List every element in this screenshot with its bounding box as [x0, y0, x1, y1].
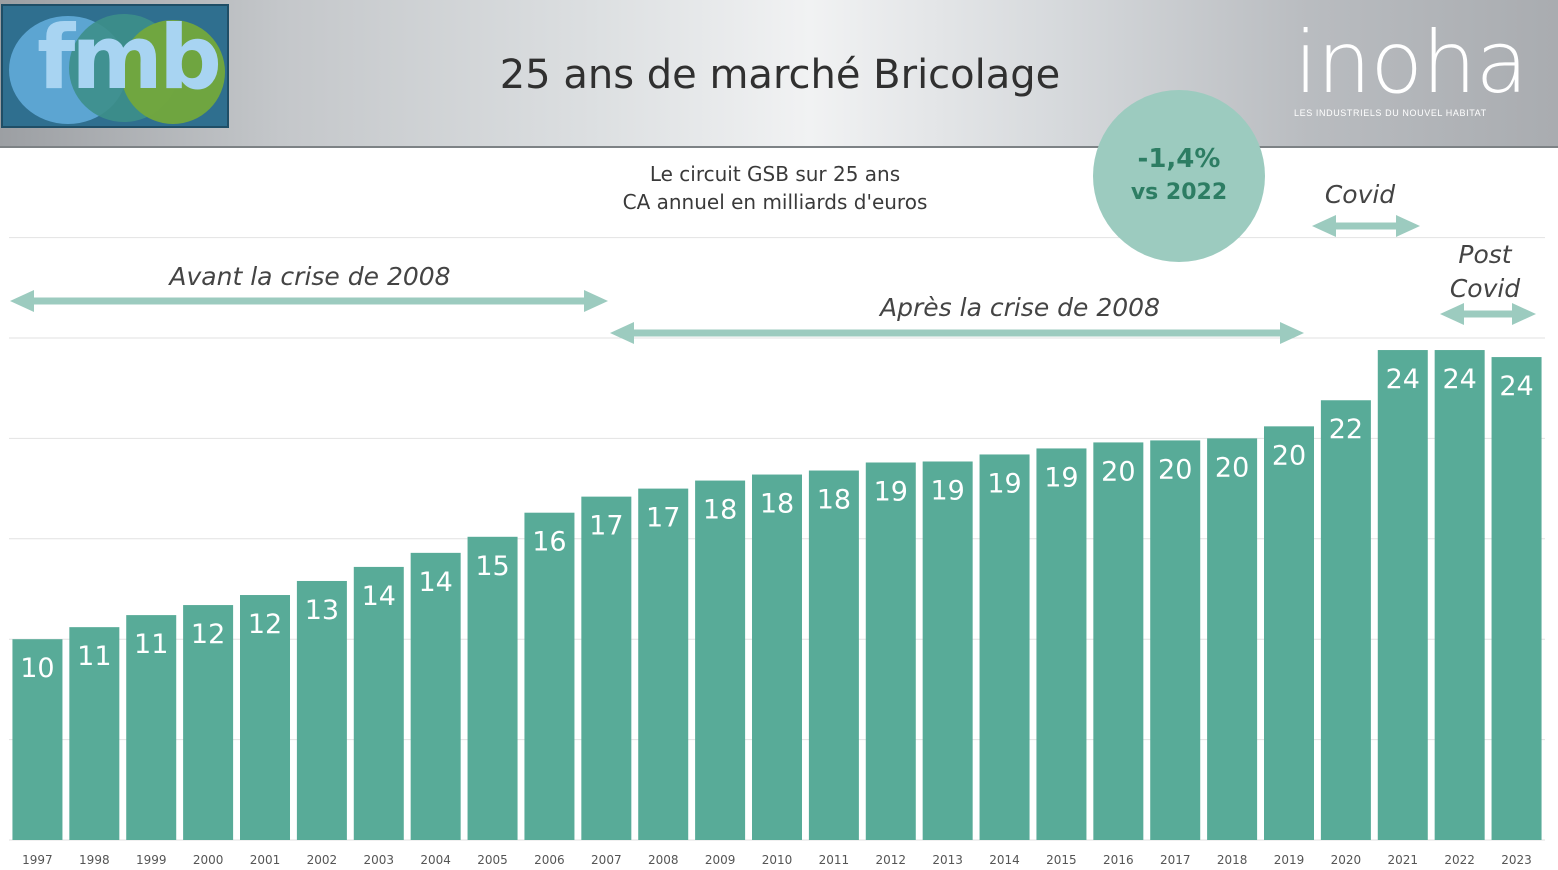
- chart-subtitle: Le circuit GSB sur 25 ans CA annuel en m…: [560, 160, 990, 216]
- x-tick-2023: 2023: [1501, 853, 1532, 867]
- bar-2016: [1093, 442, 1143, 840]
- x-tick-2002: 2002: [307, 853, 338, 867]
- annotation-covid: Covid: [1300, 180, 1420, 209]
- x-tick-2000: 2000: [193, 853, 224, 867]
- bar-value-label-2002: 13: [305, 595, 339, 626]
- x-tick-2022: 2022: [1444, 853, 1475, 867]
- bar-2018: [1207, 438, 1257, 840]
- bar-value-label-2007: 17: [589, 511, 623, 542]
- arrow-after-crisis: [610, 322, 1304, 344]
- x-tick-2019: 2019: [1274, 853, 1305, 867]
- arrow-before-crisis: [10, 290, 608, 312]
- bar-2009: [695, 481, 745, 840]
- x-tick-2016: 2016: [1103, 853, 1134, 867]
- bar-2015: [1036, 448, 1086, 840]
- x-tick-2008: 2008: [648, 853, 679, 867]
- x-tick-2003: 2003: [364, 853, 395, 867]
- bar-2014: [980, 454, 1030, 840]
- x-tick-2015: 2015: [1046, 853, 1077, 867]
- bar-value-label-2003: 14: [362, 581, 396, 612]
- bar-value-label-2004: 14: [418, 567, 452, 598]
- bar-value-label-2008: 17: [646, 503, 680, 534]
- change-badge-compare: vs 2022: [1093, 180, 1265, 205]
- bar-value-label-1997: 10: [20, 653, 54, 684]
- annotation-post-covid: Post Covid: [1430, 238, 1540, 306]
- bar-value-label-2019: 20: [1272, 440, 1306, 471]
- bar-value-label-2000: 12: [191, 619, 225, 650]
- bar-2007: [581, 497, 631, 840]
- x-tick-2001: 2001: [250, 853, 281, 867]
- x-tick-2013: 2013: [932, 853, 963, 867]
- annotation-after-crisis: Après la crise de 2008: [830, 293, 1210, 322]
- chart-subtitle-line1: Le circuit GSB sur 25 ans: [560, 160, 990, 188]
- x-tick-1999: 1999: [136, 853, 167, 867]
- x-tick-2006: 2006: [534, 853, 565, 867]
- bar-2019: [1264, 426, 1314, 840]
- bar-2005: [468, 537, 518, 840]
- x-tick-2014: 2014: [989, 853, 1020, 867]
- x-tick-2021: 2021: [1388, 853, 1419, 867]
- bar-2010: [752, 475, 802, 840]
- bar-value-label-2010: 18: [760, 489, 794, 520]
- bar-value-label-2006: 16: [532, 527, 566, 558]
- bar-2017: [1150, 440, 1200, 840]
- arrow-covid: [1312, 215, 1420, 237]
- annotation-post-covid-line1: Post: [1430, 238, 1540, 272]
- x-tick-2004: 2004: [420, 853, 451, 867]
- change-badge-value: -1,4%: [1093, 144, 1265, 174]
- arrow-post-covid: [1440, 303, 1536, 325]
- x-tick-2010: 2010: [762, 853, 793, 867]
- annotation-before-crisis: Avant la crise de 2008: [120, 262, 500, 291]
- bar-2023: [1492, 357, 1542, 840]
- bar-value-label-2020: 22: [1329, 414, 1363, 445]
- bar-2013: [923, 461, 973, 840]
- bar-2008: [638, 489, 688, 840]
- bar-value-label-1998: 11: [77, 641, 111, 672]
- bar-value-label-2013: 19: [930, 475, 964, 506]
- annotation-post-covid-line2: Covid: [1430, 272, 1540, 306]
- bar-value-label-2017: 20: [1158, 454, 1192, 485]
- bar-2012: [866, 462, 916, 840]
- bar-value-label-2018: 20: [1215, 452, 1249, 483]
- bar-value-label-2023: 24: [1499, 371, 1533, 402]
- x-tick-2017: 2017: [1160, 853, 1191, 867]
- bar-value-label-2021: 24: [1386, 364, 1420, 395]
- x-tick-2011: 2011: [819, 853, 850, 867]
- bar-2021: [1378, 350, 1428, 840]
- bar-value-label-2011: 18: [817, 485, 851, 516]
- change-badge: -1,4% vs 2022: [1093, 90, 1265, 262]
- x-tick-1997: 1997: [22, 853, 53, 867]
- x-tick-2012: 2012: [876, 853, 907, 867]
- bar-value-label-2005: 15: [475, 551, 509, 582]
- bar-value-label-2012: 19: [874, 476, 908, 507]
- bar-value-label-1999: 11: [134, 629, 168, 660]
- bar-2020: [1321, 400, 1371, 840]
- bar-value-label-2001: 12: [248, 609, 282, 640]
- bar-2006: [524, 513, 574, 840]
- bar-2022: [1435, 350, 1485, 840]
- bar-value-label-2022: 24: [1442, 364, 1476, 395]
- x-tick-2020: 2020: [1331, 853, 1362, 867]
- x-tick-2018: 2018: [1217, 853, 1248, 867]
- x-tick-1998: 1998: [79, 853, 110, 867]
- x-tick-2005: 2005: [477, 853, 508, 867]
- x-tick-2009: 2009: [705, 853, 736, 867]
- bar-2011: [809, 471, 859, 840]
- chart-subtitle-line2: CA annuel en milliards d'euros: [560, 188, 990, 216]
- bar-value-label-2015: 19: [1044, 462, 1078, 493]
- bar-value-label-2009: 18: [703, 495, 737, 526]
- bar-value-label-2016: 20: [1101, 456, 1135, 487]
- x-tick-2007: 2007: [591, 853, 622, 867]
- bar-value-label-2014: 19: [987, 468, 1021, 499]
